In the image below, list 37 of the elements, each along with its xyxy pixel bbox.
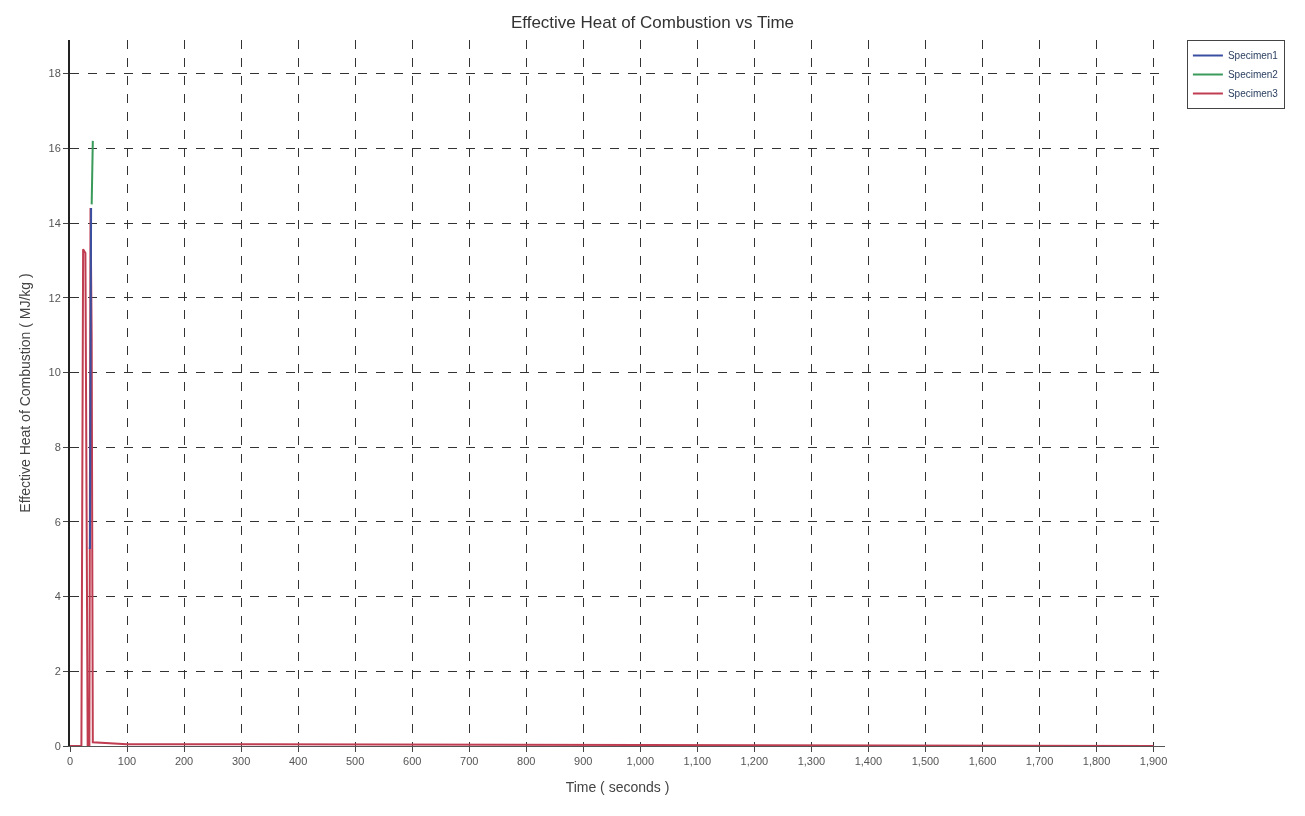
x-tick-label: 1,300: [797, 755, 826, 768]
x-tick-label: 200: [174, 755, 194, 768]
line-series: [70, 207, 1155, 746]
x-tick-label: 100: [117, 755, 137, 768]
x-tick-label: 1,800: [1082, 755, 1111, 768]
x-tick-label: 900: [574, 755, 593, 768]
y-tick-label: 8: [54, 441, 61, 454]
x-tick-label: 400: [288, 755, 308, 768]
x-tick-label: 500: [345, 755, 365, 768]
x-tick-label: 300: [231, 755, 251, 768]
legend-label: Specimen2: [1227, 69, 1279, 81]
y-tick-label: 0: [54, 739, 61, 752]
x-tick-label: 1,700: [1025, 755, 1054, 768]
x-tick-label: 700: [460, 755, 479, 768]
x-axis-title: Time ( seconds ): [565, 778, 670, 795]
x-tick-label: 800: [517, 755, 536, 768]
x-tick-label: 1,600: [968, 755, 997, 768]
x-tick-label: 1,500: [911, 755, 940, 768]
y-tick-label: 6: [54, 515, 61, 528]
y-tick-label: 4: [54, 590, 61, 603]
y-tick-label: 12: [48, 291, 61, 304]
legend-label: Specimen1: [1227, 50, 1279, 62]
legend-label: Specimen3: [1227, 88, 1279, 100]
x-tick-label: 1,900: [1139, 755, 1168, 768]
y-tick-label: 2: [54, 665, 61, 678]
y-tick-label: 16: [48, 142, 61, 155]
x-tick-label: 1,000: [626, 755, 655, 768]
y-axis-title: Effective Heat of Combustion ( MJ/kg ): [16, 273, 33, 513]
y-tick-label: 18: [48, 67, 61, 80]
chart-title: Effective Heat of Combustion vs Time: [510, 13, 795, 33]
x-tick-label: 600: [403, 755, 422, 768]
x-tick-label: 0: [66, 755, 74, 768]
x-tick-label: 1,400: [854, 755, 883, 768]
x-tick-label: 1,100: [683, 755, 712, 768]
y-tick-label: 10: [48, 366, 61, 379]
x-tick-label: 1,200: [740, 755, 769, 768]
y-tick-label: 14: [48, 216, 61, 229]
